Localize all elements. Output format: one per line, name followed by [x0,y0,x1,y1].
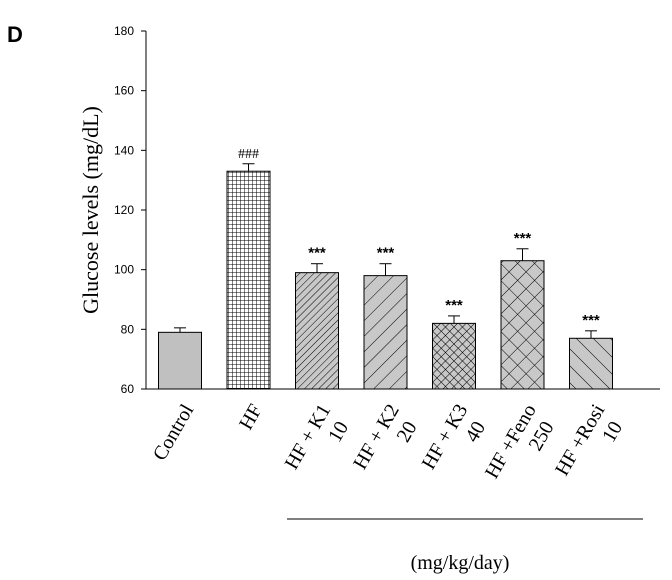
category-label-line1: Control [149,400,199,464]
bar [295,272,339,390]
category-label: HF [235,401,267,434]
category-label-line1: HF [235,401,267,434]
y-tick-label: 80 [121,322,135,336]
significance-label: *** [514,230,532,247]
significance-label: ### [238,147,259,162]
bar [226,170,271,390]
significance-label: *** [445,297,463,314]
y-tick-label: 140 [114,143,134,157]
significance-label: *** [308,245,326,262]
y-tick-label: 60 [121,382,135,396]
bars-group: ### *** *** *** *** *** [158,147,613,390]
y-tick-label: 120 [114,203,134,217]
category-label: Control [149,400,199,464]
y-tick-label: 180 [114,24,134,38]
y-tick-label: 100 [114,263,134,277]
dose-unit-label: (mg/kg/day) [411,552,510,574]
category-label-line1: HF +Rosi [551,400,610,479]
bar [432,322,476,390]
bar [363,275,408,390]
bar [569,337,613,390]
panel-letter: D [7,22,23,47]
bar [158,331,202,390]
bar [500,260,545,390]
significance-label: *** [582,312,600,329]
y-tick-label: 160 [114,84,134,98]
significance-label: *** [377,245,395,262]
y-axis-title: Glucose levels (mg/dL) [78,106,103,314]
